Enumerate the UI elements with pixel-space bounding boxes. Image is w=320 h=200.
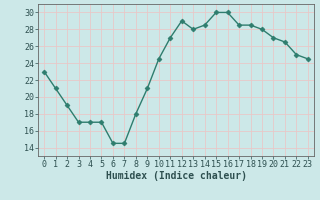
X-axis label: Humidex (Indice chaleur): Humidex (Indice chaleur)	[106, 171, 246, 181]
